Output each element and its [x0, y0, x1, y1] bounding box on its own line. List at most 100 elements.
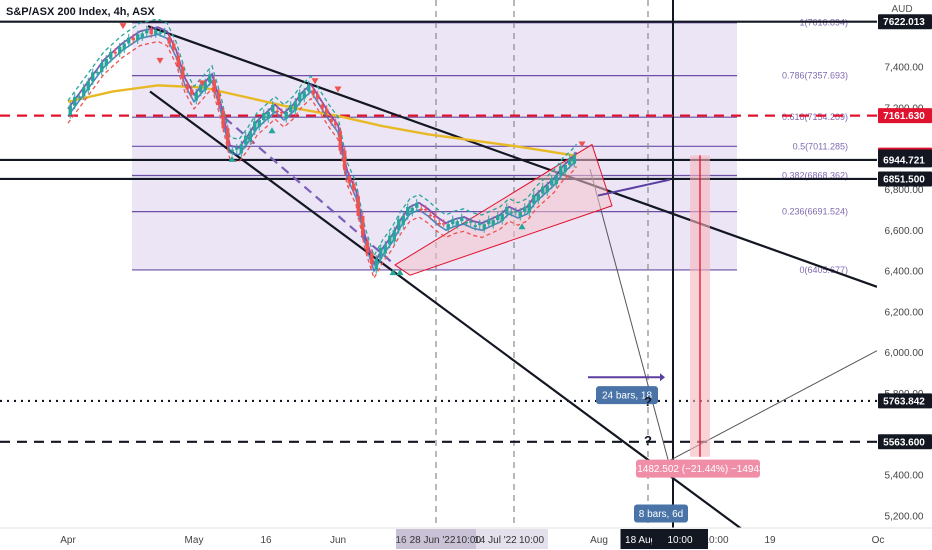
fib-level-label: 0.786(7357.693): [782, 71, 848, 81]
sell-signal-marker: [578, 141, 586, 148]
candle-body: [487, 219, 491, 225]
buy-signal-marker: [396, 269, 404, 276]
candle-body: [226, 128, 230, 146]
candle-body: [347, 175, 351, 184]
time-range-highlight-2: [476, 529, 548, 549]
candle-body: [406, 207, 410, 216]
price-label-text: 7622.013: [883, 17, 925, 28]
candle-body: [190, 89, 194, 95]
candle-body: [568, 158, 572, 165]
price-change-label[interactable]: −1482.502 (−21.44%) −14943: [631, 459, 765, 478]
candle-body: [293, 101, 297, 111]
fib-level-label: 0.382(6868.362): [782, 171, 848, 181]
candle-body: [419, 208, 423, 211]
candle-body: [163, 31, 167, 33]
candle-body: [329, 118, 333, 123]
candle-body: [271, 104, 275, 112]
plot-area[interactable]: 1(7616.894)0.786(7357.693)0.618(7154.209…: [0, 0, 877, 543]
candle-body: [185, 84, 189, 90]
candle-body: [374, 258, 378, 270]
candle-body: [275, 110, 279, 113]
candle-body: [73, 96, 77, 106]
price-label-text: 6944.721: [883, 155, 925, 166]
bars-count-label-2[interactable]: 8 bars, 6d: [634, 504, 688, 523]
candle-body: [572, 155, 576, 164]
price-change-label-bg: [636, 459, 760, 478]
candle-body: [397, 219, 401, 231]
candle-body: [325, 108, 329, 114]
candle-body: [284, 111, 288, 119]
candle-body: [473, 225, 477, 228]
highlight-time-label: 10:00: [667, 535, 692, 546]
candle-body: [352, 183, 356, 191]
question-mark-annotation: ?: [644, 433, 652, 448]
candle-body: [280, 111, 284, 114]
candle-body: [392, 230, 396, 242]
buy-signal-marker: [228, 155, 236, 162]
candle-body: [451, 219, 455, 225]
time-range-highlight: [396, 529, 476, 549]
time-tick-label: Oc: [872, 535, 885, 546]
time-tick-label: 19: [764, 535, 776, 546]
candle-body: [383, 244, 387, 254]
candle-body: [500, 213, 504, 221]
fib-level-label: 0.236(6691.524): [782, 207, 848, 217]
candle-body: [532, 194, 536, 204]
candle-body: [379, 247, 383, 259]
candle-body: [514, 211, 518, 213]
sell-signal-marker: [156, 57, 164, 64]
candle-body: [194, 92, 198, 101]
candle-body: [320, 104, 324, 109]
candle-body: [149, 29, 153, 35]
candle-body: [257, 120, 261, 128]
sell-signal-marker: [334, 86, 342, 93]
candle-body: [262, 113, 266, 121]
time-tick-label: 16: [260, 535, 272, 546]
candle-body: [424, 208, 428, 211]
candle-body: [509, 211, 513, 214]
price-axis[interactable]: AUD7,400.007,200.006,800.006,600.006,400…: [877, 0, 932, 528]
candle-body: [410, 207, 414, 213]
sell-signal-marker: [198, 80, 206, 87]
candle-body: [554, 175, 558, 185]
buy-signal-marker: [268, 127, 276, 134]
time-tick-label: Jun: [330, 535, 346, 546]
time-tick-label: Apr: [60, 535, 76, 546]
candle-body: [181, 67, 185, 79]
time-tick-label: May: [185, 535, 204, 546]
candle-body: [433, 215, 437, 218]
highlight-time-label: 28 Jun '22: [410, 535, 456, 546]
bars-count-label-2-text: 8 bars, 6d: [639, 509, 683, 520]
candle-body: [82, 87, 86, 97]
candle-body: [95, 71, 99, 74]
candle-body: [478, 223, 482, 226]
highlight-time-label: 14 Jul '22: [474, 535, 517, 546]
highlight-time-label: 10:00: [519, 535, 544, 546]
bars-count-label-1[interactable]: 24 bars, 18: [596, 386, 658, 405]
candle-body: [541, 186, 545, 194]
candle-body: [523, 207, 527, 212]
candle-body: [176, 55, 180, 67]
price-tick-label: 7,400.00: [885, 63, 924, 74]
price-label-box: [878, 152, 932, 168]
candle-body: [505, 207, 509, 214]
price-label-box: [878, 434, 932, 450]
fib-level-label: 0.5(7011.285): [793, 141, 848, 151]
candle-body: [230, 149, 234, 152]
candle-body: [104, 58, 108, 66]
candle-body: [239, 144, 243, 154]
candle-body: [460, 217, 464, 222]
candle-body: [86, 81, 90, 91]
candle-body: [464, 222, 468, 224]
candle-body: [221, 110, 225, 129]
fib-level-label: 0.618(7154.209): [782, 112, 848, 122]
candle-body: [311, 90, 315, 95]
candle-body: [527, 203, 531, 213]
candle-body: [68, 105, 72, 115]
price-label-box: [878, 393, 932, 409]
candle-body: [545, 185, 549, 193]
candle-body: [307, 84, 311, 92]
price-label-box: [878, 108, 932, 124]
